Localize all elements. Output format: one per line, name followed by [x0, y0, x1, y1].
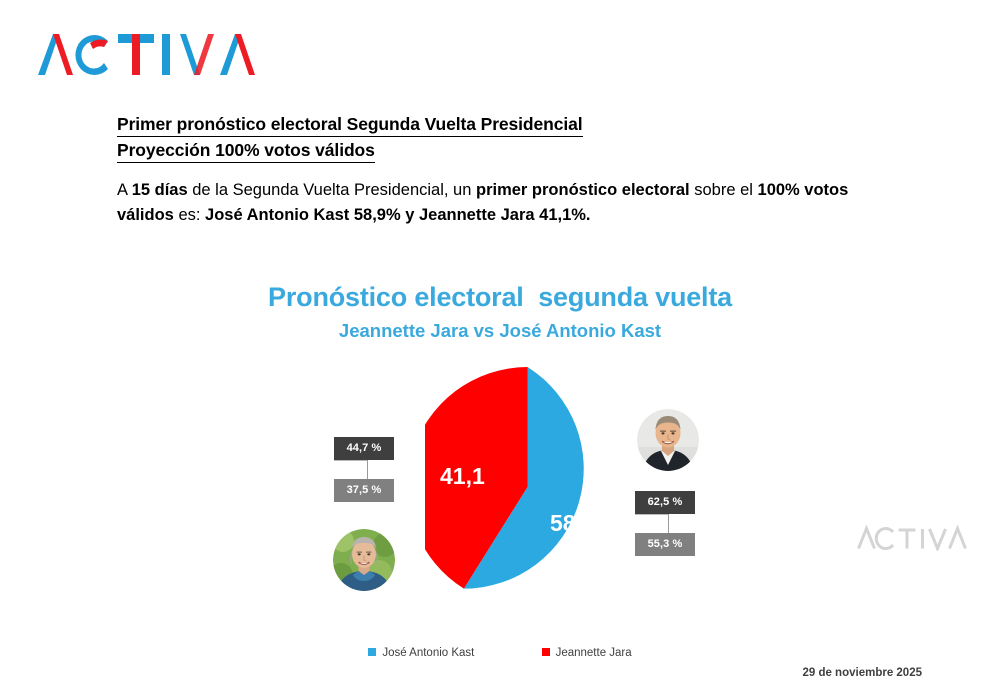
summary-bold-forecast: primer pronóstico electoral [476, 181, 690, 199]
callout-connector-kast [668, 514, 669, 533]
callout-stub-kast [635, 514, 669, 515]
summary-text-3: sobre el [689, 181, 758, 199]
activa-watermark [853, 524, 973, 553]
pie-slice-kast [463, 367, 584, 589]
logo-glyphs [38, 34, 255, 75]
photo-jose-antonio-kast [634, 406, 702, 474]
legend-item-kast: José Antonio Kast [368, 647, 474, 659]
page-title-line1: Primer pronóstico electoral Segunda Vuel… [117, 113, 583, 137]
legend-item-jara: Jeannette Jara [541, 647, 632, 659]
photo-jeannette-jara [330, 526, 398, 594]
chart-title: Pronóstico electoral segunda vuelta [268, 282, 732, 312]
pie-value-jara: 41,1 [440, 463, 485, 489]
callout-connector-jara [367, 460, 368, 479]
activa-logo [34, 28, 264, 80]
summary-bold-results: José Antonio Kast 58,9% y Jeannette Jara… [205, 206, 591, 224]
legend-label-jara: Jeannette Jara [555, 647, 632, 659]
footer-date: 29 de noviembre 2025 [802, 667, 922, 679]
summary-bold-days: 15 días [131, 181, 188, 199]
pie-graphic: 41,1 58,9 [425, 367, 630, 607]
callout-jara-upper: 44,7 % [334, 437, 394, 460]
legend-swatch-jara [541, 648, 550, 656]
summary-paragraph: A 15 días de la Segunda Vuelta Presidenc… [117, 178, 907, 228]
summary-bold-valid-votes: 100% votos válidos [117, 181, 849, 224]
page-title-line2: Proyección 100% votos válidos [117, 139, 375, 163]
callout-kast-lower: 55,3 % [635, 533, 695, 556]
page-title: Primer pronóstico electoral Segunda Vuel… [117, 113, 877, 163]
callout-jara-lower: 37,5 % [334, 479, 394, 502]
pie-chart: Pronóstico electoral segunda vuelta Jean… [0, 255, 1000, 675]
chart-subtitle: Jeannette Jara vs José Antonio Kast [338, 320, 662, 341]
pie-value-kast: 58,9 [550, 510, 595, 536]
summary-text-2: de la Segunda Vuelta Presidencial, un [187, 181, 476, 199]
legend-label-kast: José Antonio Kast [382, 647, 475, 659]
summary-text-1: A [117, 181, 132, 199]
chart-legend: José Antonio Kast Jeannette Jara [0, 647, 1000, 659]
callout-kast-upper: 62,5 % [635, 491, 695, 514]
legend-swatch-kast [368, 648, 377, 656]
callout-stub-jara [334, 460, 368, 461]
summary-text-4: es: [173, 206, 206, 224]
pie-slice-jara [425, 367, 528, 589]
